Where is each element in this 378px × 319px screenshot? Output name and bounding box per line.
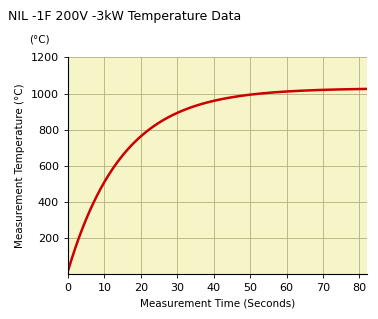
Text: NIL -1F 200V -3kW Temperature Data: NIL -1F 200V -3kW Temperature Data [8,10,241,23]
Y-axis label: Measurement Temperature (°C): Measurement Temperature (°C) [15,84,25,248]
X-axis label: Measurement Time (Seconds): Measurement Time (Seconds) [140,299,295,309]
Text: (°C): (°C) [29,34,50,44]
